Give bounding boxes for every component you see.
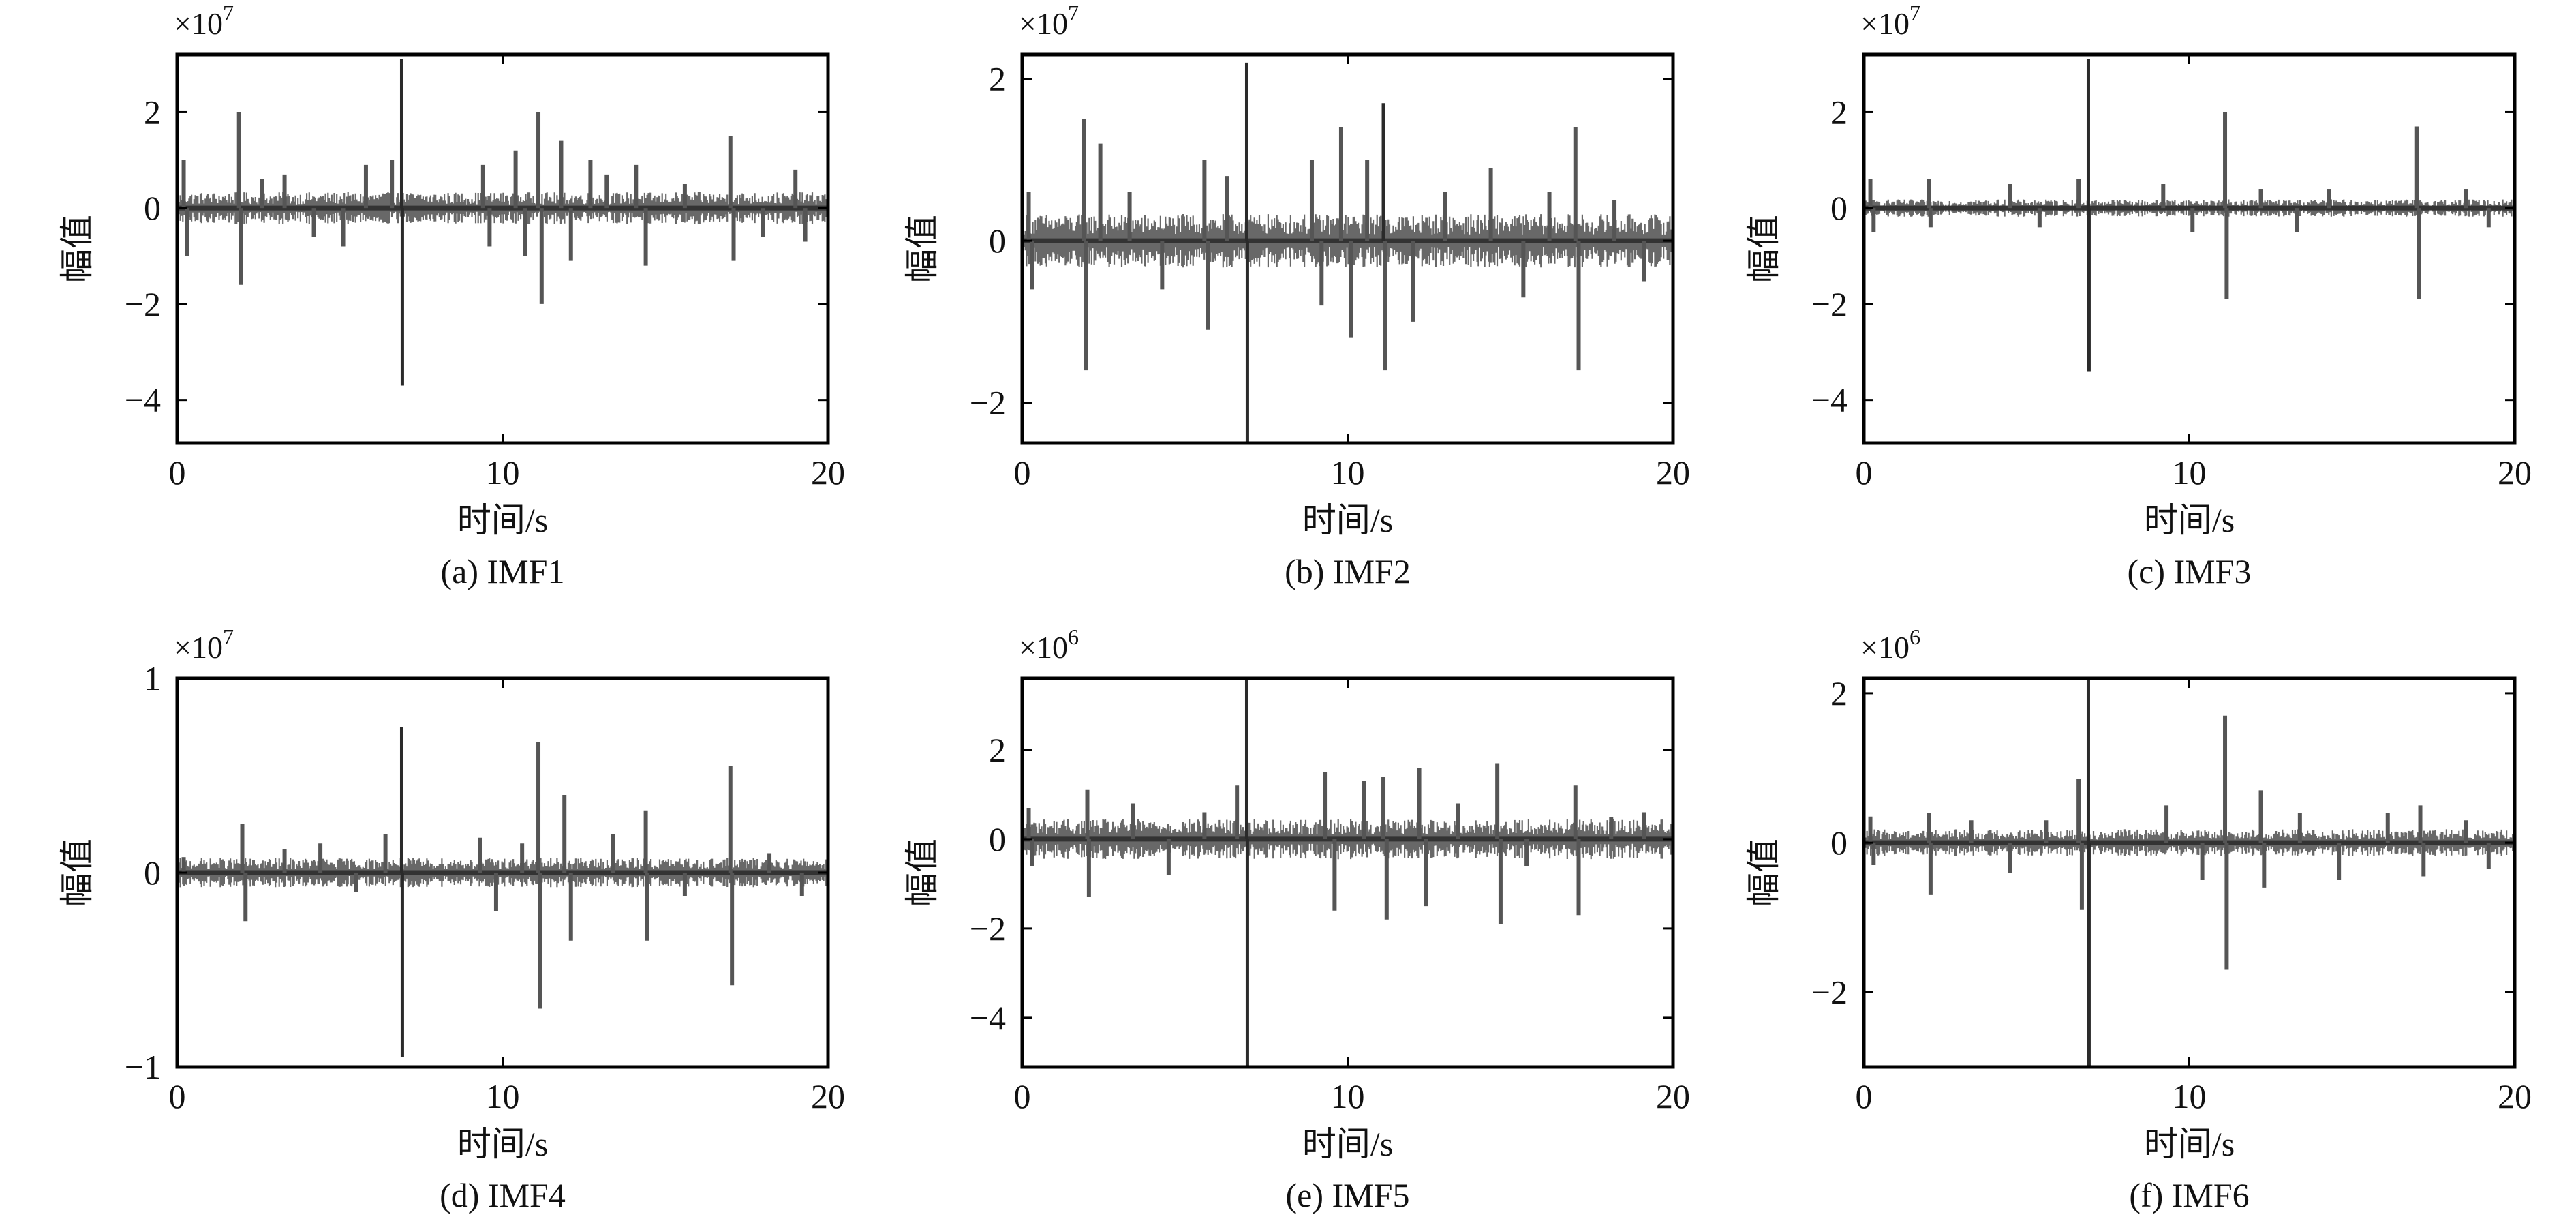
axis-multiplier-exponent: 6 bbox=[1068, 624, 1079, 649]
y-tick-label: 0 bbox=[144, 854, 161, 892]
y-axis-label: 幅值 bbox=[58, 215, 96, 283]
y-axis-label: 幅值 bbox=[58, 839, 96, 907]
y-axis-label: 幅值 bbox=[1745, 839, 1783, 907]
x-tick-label: 10 bbox=[2173, 1077, 2207, 1115]
y-axis-label: 幅值 bbox=[903, 215, 941, 283]
y-tick-label: −1 bbox=[125, 1048, 161, 1086]
axis-multiplier-base: ×10 bbox=[174, 6, 223, 41]
x-tick-label: 0 bbox=[169, 453, 186, 492]
panel-caption: (d) IMF4 bbox=[440, 1176, 566, 1214]
y-tick-label: −2 bbox=[1811, 285, 1847, 323]
axis-multiplier: ×107 bbox=[174, 624, 234, 665]
y-tick-label: 0 bbox=[1830, 824, 1847, 862]
y-tick-label: −2 bbox=[970, 909, 1006, 948]
chart-panel-5: 0 10 20 −4 −2 0 2 ×106 时间/s 幅值 (e) IMF5 bbox=[903, 624, 1690, 1214]
y-tick-label: −2 bbox=[125, 285, 161, 323]
x-tick-label: 20 bbox=[1656, 453, 1690, 492]
y-axis-label: 幅值 bbox=[1745, 215, 1783, 283]
y-tick-label: 2 bbox=[989, 60, 1006, 98]
axis-multiplier-exponent: 7 bbox=[1910, 1, 1920, 25]
axis-multiplier-exponent: 6 bbox=[1910, 624, 1920, 649]
panel-caption: (b) IMF2 bbox=[1285, 552, 1411, 590]
y-tick-label: 0 bbox=[1830, 189, 1847, 227]
x-axis-label: 时间/s bbox=[457, 501, 548, 539]
y-tick-label: 0 bbox=[989, 820, 1006, 858]
axis-multiplier-base: ×10 bbox=[1019, 6, 1068, 41]
chart-panel-1: 0 10 20 −4 −2 0 2 ×107 时间/s 幅值 (a) IMF1 bbox=[58, 1, 845, 590]
axis-multiplier: ×107 bbox=[1860, 1, 1920, 41]
axis-multiplier-base: ×10 bbox=[1860, 6, 1910, 41]
panel-caption: (c) IMF3 bbox=[2128, 552, 2252, 590]
y-axis-label: 幅值 bbox=[903, 839, 941, 907]
y-tick-label: 0 bbox=[144, 189, 161, 227]
axis-multiplier: ×106 bbox=[1860, 624, 1920, 665]
panel-caption: (a) IMF1 bbox=[441, 552, 565, 590]
y-tick-label: −4 bbox=[970, 999, 1006, 1037]
axis-multiplier-base: ×10 bbox=[1019, 630, 1068, 665]
y-tick-label: 1 bbox=[144, 659, 161, 697]
x-tick-label: 0 bbox=[1014, 453, 1031, 492]
axis-multiplier: ×107 bbox=[1019, 1, 1079, 41]
panel-caption: (e) IMF5 bbox=[1286, 1176, 1410, 1214]
axis-multiplier-exponent: 7 bbox=[1068, 1, 1079, 25]
chart-panel-6: 0 10 20 −2 0 2 ×106 时间/s 幅值 (f) IMF6 bbox=[1745, 624, 2532, 1214]
x-tick-label: 0 bbox=[169, 1077, 186, 1115]
y-tick-label: 2 bbox=[1830, 674, 1847, 712]
y-tick-label: −2 bbox=[1811, 973, 1847, 1011]
x-tick-label: 0 bbox=[1856, 453, 1873, 492]
x-tick-label: 0 bbox=[1014, 1077, 1031, 1115]
x-axis-label: 时间/s bbox=[1302, 1125, 1393, 1163]
x-tick-label: 20 bbox=[811, 1077, 845, 1115]
axis-multiplier: ×106 bbox=[1019, 624, 1079, 665]
x-tick-label: 20 bbox=[2498, 1077, 2532, 1115]
x-tick-label: 10 bbox=[486, 453, 520, 492]
y-tick-label: −4 bbox=[125, 381, 161, 419]
x-tick-label: 10 bbox=[1331, 1077, 1365, 1115]
x-axis-label: 时间/s bbox=[457, 1125, 548, 1163]
axis-multiplier: ×107 bbox=[174, 1, 234, 41]
y-tick-label: −4 bbox=[1811, 381, 1847, 419]
y-tick-label: 2 bbox=[989, 731, 1006, 769]
x-tick-label: 10 bbox=[486, 1077, 520, 1115]
x-tick-label: 20 bbox=[2498, 453, 2532, 492]
y-tick-label: 2 bbox=[144, 93, 161, 131]
x-tick-label: 20 bbox=[811, 453, 845, 492]
chart-panel-3: 0 10 20 −4 −2 0 2 ×107 时间/s 幅值 (c) IMF3 bbox=[1745, 1, 2532, 590]
axis-multiplier-base: ×10 bbox=[1860, 630, 1910, 665]
axis-multiplier-base: ×10 bbox=[174, 630, 223, 665]
x-tick-label: 20 bbox=[1656, 1077, 1690, 1115]
x-axis-label: 时间/s bbox=[2144, 501, 2235, 539]
x-axis-label: 时间/s bbox=[1302, 501, 1393, 539]
x-tick-label: 10 bbox=[1331, 453, 1365, 492]
axis-multiplier-exponent: 7 bbox=[223, 624, 234, 649]
axis-multiplier-exponent: 7 bbox=[223, 1, 234, 25]
panel-caption: (f) IMF6 bbox=[2129, 1176, 2249, 1214]
y-tick-label: −2 bbox=[970, 384, 1006, 422]
x-tick-label: 10 bbox=[2173, 453, 2207, 492]
y-tick-label: 0 bbox=[989, 222, 1006, 260]
x-tick-label: 0 bbox=[1856, 1077, 1873, 1115]
x-axis-label: 时间/s bbox=[2144, 1125, 2235, 1163]
y-tick-label: 2 bbox=[1830, 93, 1847, 131]
